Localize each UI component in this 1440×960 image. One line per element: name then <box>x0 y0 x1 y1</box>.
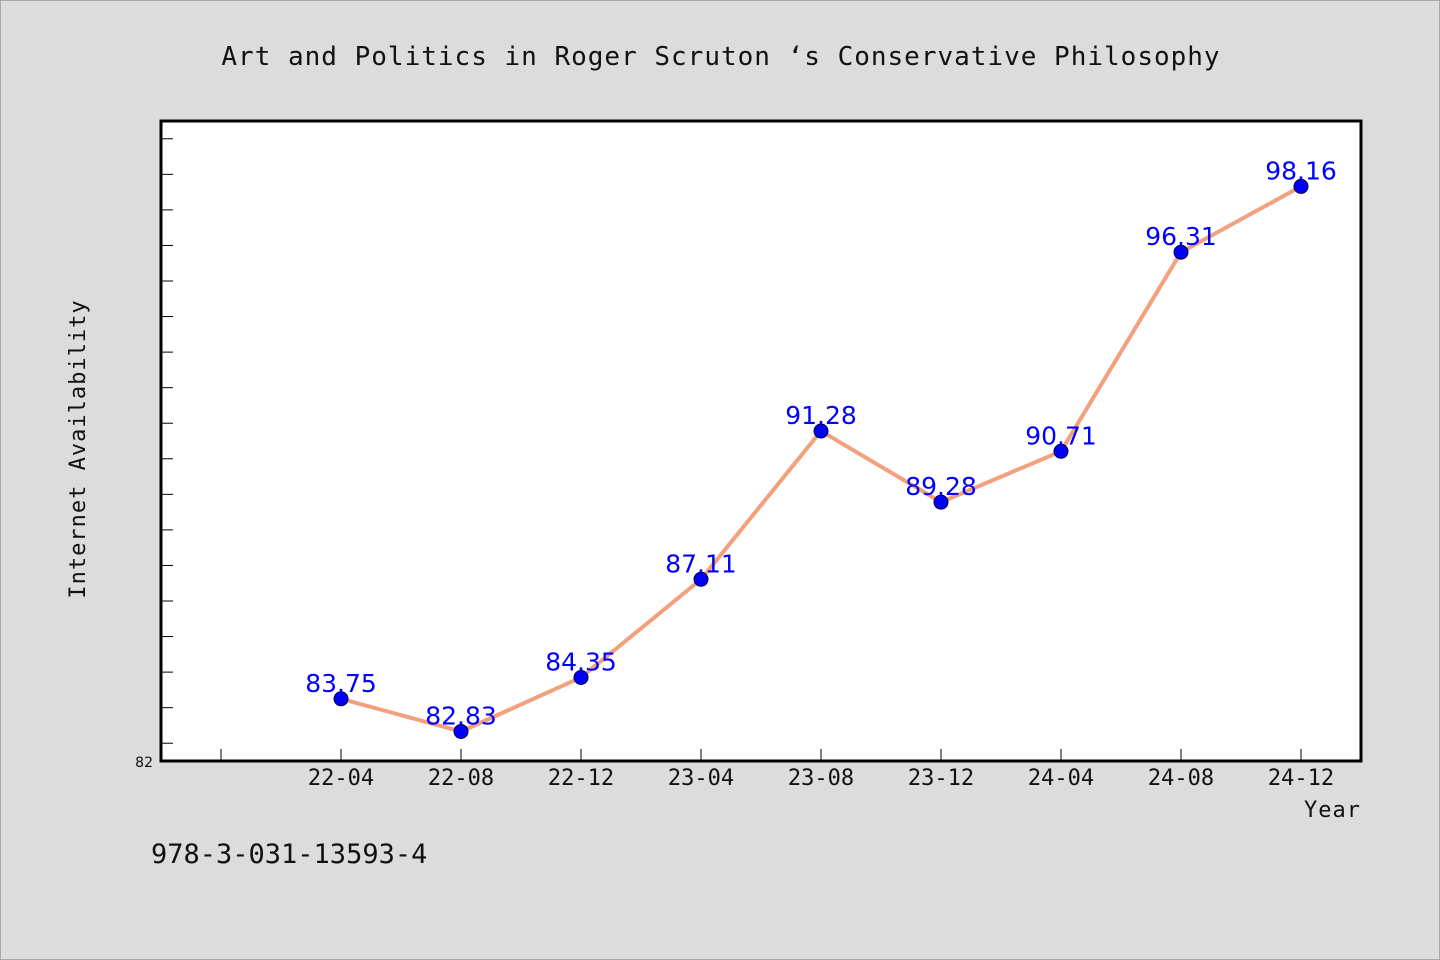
data-label: 87.11 <box>665 549 737 578</box>
x-tick-label: 24-12 <box>1268 766 1334 791</box>
x-tick-label: 23-08 <box>788 766 854 791</box>
data-label: 82.83 <box>425 701 497 730</box>
data-label: 84.35 <box>545 647 617 676</box>
data-point <box>1053 443 1069 459</box>
x-tick-label: 22-12 <box>548 766 614 791</box>
data-point <box>1173 244 1189 260</box>
x-tick-label: 24-04 <box>1028 766 1094 791</box>
x-tick-label: 24-08 <box>1148 766 1214 791</box>
x-axis-ticks <box>220 749 1302 761</box>
data-point <box>693 571 709 587</box>
data-label: 83.75 <box>305 669 377 698</box>
y-axis-min-label: 82 <box>135 755 153 771</box>
y-axis-ticks <box>161 138 173 744</box>
x-axis-label: Year <box>1304 798 1361 823</box>
data-point <box>933 494 949 510</box>
chart-title: Art and Politics in Roger Scruton ‘s Con… <box>221 42 1220 72</box>
data-label: 89.28 <box>905 472 977 501</box>
data-point <box>573 669 589 685</box>
y-axis-label: Internet Availability <box>66 299 91 598</box>
data-point <box>333 691 349 707</box>
data-label: 98.16 <box>1265 156 1337 185</box>
x-tick-label: 23-12 <box>908 766 974 791</box>
x-axis-tick-labels: 22-04 22-08 22-12 23-04 23-08 23-12 24-04 24-08… <box>308 766 1334 791</box>
data-point <box>813 423 829 439</box>
x-tick-label: 22-04 <box>308 766 374 791</box>
plot-area <box>159 119 1363 763</box>
data-labels: 83.75 82.83 84.35 87.11 91.28 89.28 90.71 96.31… <box>305 156 1337 730</box>
isbn-text: 978-3-031-13593-4 <box>151 839 427 870</box>
data-label: 91.28 <box>785 401 857 430</box>
data-label: 96.31 <box>1145 222 1217 251</box>
data-point <box>453 723 469 739</box>
data-markers <box>333 178 1309 739</box>
x-tick-label: 22-08 <box>428 766 494 791</box>
data-point <box>1293 178 1309 194</box>
x-tick-label: 23-04 <box>668 766 734 791</box>
data-label: 90.71 <box>1025 421 1097 450</box>
